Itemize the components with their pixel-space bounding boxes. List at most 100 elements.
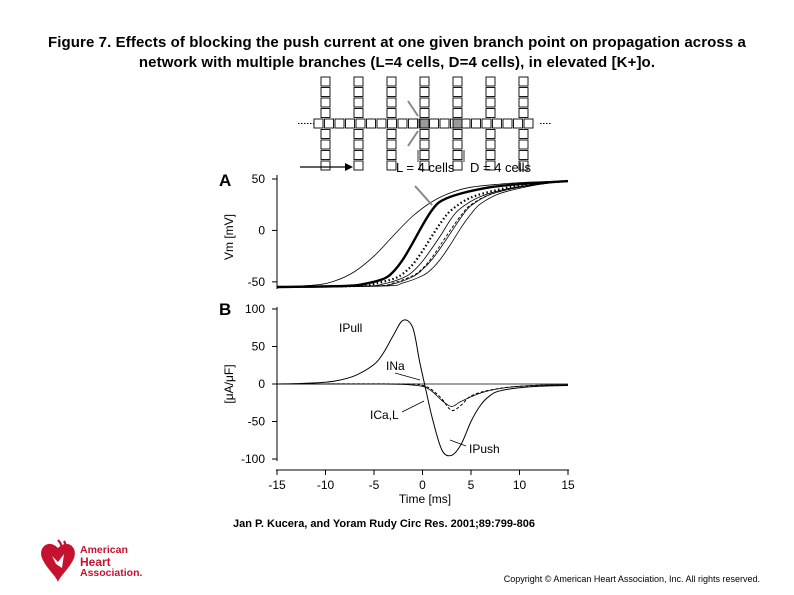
branch-cell-up xyxy=(452,108,463,118)
branch-cell-down xyxy=(518,160,529,171)
branch-cell-up xyxy=(353,87,364,97)
branch-cell-down xyxy=(386,139,397,150)
main-strand-cell xyxy=(387,118,397,129)
blocked-branch-cell xyxy=(419,118,430,129)
main-strand-cell xyxy=(523,118,534,129)
panel-a-trace-thick xyxy=(276,179,569,289)
main-strand-cell xyxy=(492,118,502,129)
branch-cell-down xyxy=(386,150,397,160)
panel-b-x-tick-label: -15 xyxy=(268,478,286,492)
branch-cell-up xyxy=(485,87,496,97)
arrow-down-icon xyxy=(407,130,419,147)
branch-cell-down xyxy=(353,129,364,139)
logo-line-3: Association. xyxy=(80,567,143,579)
panel-b-trace-ica-l xyxy=(276,383,569,411)
branch-cell-down xyxy=(353,139,364,150)
branch-cell-up xyxy=(518,97,529,108)
panel-a-trace-dashed xyxy=(276,180,569,288)
main-strand-cell xyxy=(408,118,418,129)
branch-cell-down xyxy=(485,129,496,139)
main-strand-cell xyxy=(345,118,355,129)
main-strand-cell xyxy=(481,118,492,129)
branch-cell-up xyxy=(353,108,364,118)
branch-cell-down xyxy=(518,129,529,139)
citation: Jan P. Kucera, and Yoram Rudy Circ Res. … xyxy=(232,518,536,530)
main-strand-cell xyxy=(324,118,334,129)
ipush-leader-line xyxy=(449,439,467,447)
main-strand-cell xyxy=(439,118,450,129)
branch-cell-down xyxy=(320,139,331,150)
branch-cell-down xyxy=(419,129,430,139)
branch-cell-up xyxy=(485,76,496,87)
ina-leader-line xyxy=(394,372,421,381)
branch-cell-up xyxy=(452,76,463,87)
branch-cell-down xyxy=(353,160,364,171)
panel-b-y-tick-label: -100 xyxy=(241,452,265,466)
branch-cell-up xyxy=(485,97,496,108)
figure-title-line-1: Figure 7. Effects of blocking the push c… xyxy=(47,34,747,51)
panel-b-label: B xyxy=(219,300,231,319)
branch-cell-up xyxy=(353,97,364,108)
annotation-ipull: IPull xyxy=(339,321,362,335)
branch-cell-up xyxy=(386,108,397,118)
branch-cell-up xyxy=(320,97,331,108)
branch-cell-up xyxy=(518,76,529,87)
panel-b-xlabel: Time [ms] xyxy=(399,492,451,506)
branch-cell-up xyxy=(419,97,430,108)
branch-cell-down xyxy=(518,139,529,150)
panel-a-y-tick-label: 0 xyxy=(258,223,265,237)
branch-cell-down xyxy=(485,139,496,150)
label-d-cells: D = 4 cells xyxy=(470,160,532,175)
branch-cell-up xyxy=(419,87,430,97)
label-l-cells: L = 4 cells xyxy=(396,160,455,175)
arrow-up-icon xyxy=(407,100,419,117)
branch-cell-down xyxy=(419,139,430,150)
panel-b-x-tick-label: 0 xyxy=(419,478,426,492)
panel-b-x-tick-label: -5 xyxy=(369,478,380,492)
panel-a-pointer-arrow-icon xyxy=(414,185,433,206)
panel-b-x-tick-label: 10 xyxy=(513,478,527,492)
branch-cell-down xyxy=(452,150,463,160)
branch-cell-down xyxy=(386,160,397,171)
branch-cell-up xyxy=(353,76,364,87)
panel-a-y-tick-label: 50 xyxy=(252,172,266,186)
panel-a-y-tick-label: -50 xyxy=(248,275,266,289)
branch-cell-down xyxy=(320,150,331,160)
branch-cell-up xyxy=(386,87,397,97)
panel-a-plot: 50 0 -50 xyxy=(248,172,569,289)
branch-cell-up xyxy=(320,76,331,87)
branch-cell-down xyxy=(419,160,430,171)
panel-a-ylabel: Vm [mV] xyxy=(222,214,236,260)
branch-cell-down xyxy=(452,139,463,150)
branch-cell-up xyxy=(518,108,529,118)
branch-cell-down xyxy=(485,150,496,160)
figure-title: Figure 7. Effects of blocking the push c… xyxy=(10,33,784,73)
panel-b-x-tick-label: -10 xyxy=(317,478,335,492)
annotation-ina: INa xyxy=(386,359,405,373)
branch-cell-up xyxy=(518,87,529,97)
branch-cell-down xyxy=(320,129,331,139)
panel-a-trace-thin xyxy=(276,180,569,288)
branch-cell-up xyxy=(320,87,331,97)
annotation-ical: ICa,L xyxy=(370,408,399,422)
main-strand-cell xyxy=(502,118,513,129)
panel-b-trace-ina xyxy=(276,383,569,407)
panel-b-trace-ipull-ipush xyxy=(276,319,569,457)
panel-a-label: A xyxy=(219,171,231,190)
annotation-ipush: IPush xyxy=(469,442,500,456)
panel-a-trace-dotted xyxy=(276,180,569,289)
branch-cell-down xyxy=(518,150,529,160)
panel-b-y-tick-label: -50 xyxy=(248,415,266,429)
branch-cell-down xyxy=(320,160,331,171)
cell-network-schematic xyxy=(298,76,552,171)
panel-b-y-tick-label: 50 xyxy=(252,340,266,354)
main-strand-cell xyxy=(471,118,481,129)
branch-cell-down xyxy=(452,129,463,139)
branch-cell-down xyxy=(386,129,397,139)
panel-a-trace-thin xyxy=(276,180,569,288)
branch-cell-down xyxy=(485,160,496,171)
branch-cell-up xyxy=(419,76,430,87)
branch-cell-up xyxy=(419,108,430,118)
branch-cell-up xyxy=(452,97,463,108)
